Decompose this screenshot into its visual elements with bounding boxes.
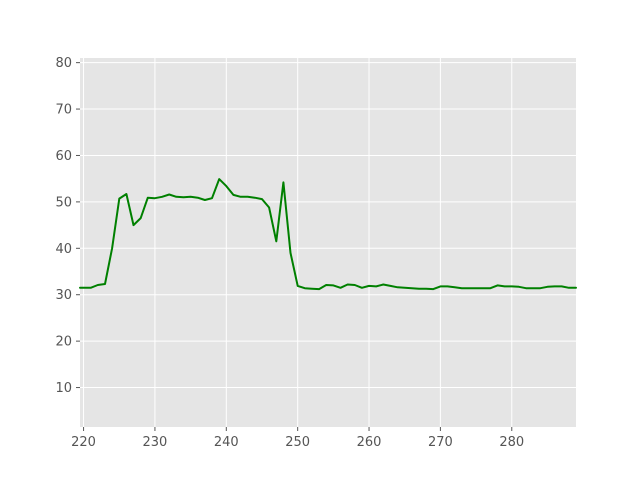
x-tick-label: 250 bbox=[285, 435, 310, 450]
plot-area bbox=[80, 58, 576, 427]
y-tick-label: 50 bbox=[55, 195, 72, 210]
x-tick-label: 260 bbox=[357, 435, 382, 450]
y-tick-label: 20 bbox=[55, 335, 72, 350]
y-tick-label: 80 bbox=[55, 56, 72, 71]
y-tick-label: 70 bbox=[55, 103, 72, 118]
x-tick-label: 280 bbox=[499, 435, 524, 450]
y-axis-ticks: 10 20 30 40 50 60 70 80 bbox=[55, 56, 80, 396]
x-tick-label: 230 bbox=[143, 435, 168, 450]
y-tick-label: 60 bbox=[55, 149, 72, 164]
y-tick-label: 30 bbox=[55, 288, 72, 303]
series-line-0 bbox=[79, 178, 577, 291]
grid-lines bbox=[80, 58, 576, 427]
x-axis-ticks: 220 230 240 250 260 270 280 bbox=[71, 427, 524, 450]
x-tick-label: 270 bbox=[428, 435, 453, 450]
y-tick-label: 10 bbox=[55, 381, 72, 396]
series-layer bbox=[79, 178, 577, 291]
y-tick-label: 40 bbox=[55, 242, 72, 257]
x-tick-label: 240 bbox=[214, 435, 239, 450]
x-tick-label: 220 bbox=[71, 435, 96, 450]
